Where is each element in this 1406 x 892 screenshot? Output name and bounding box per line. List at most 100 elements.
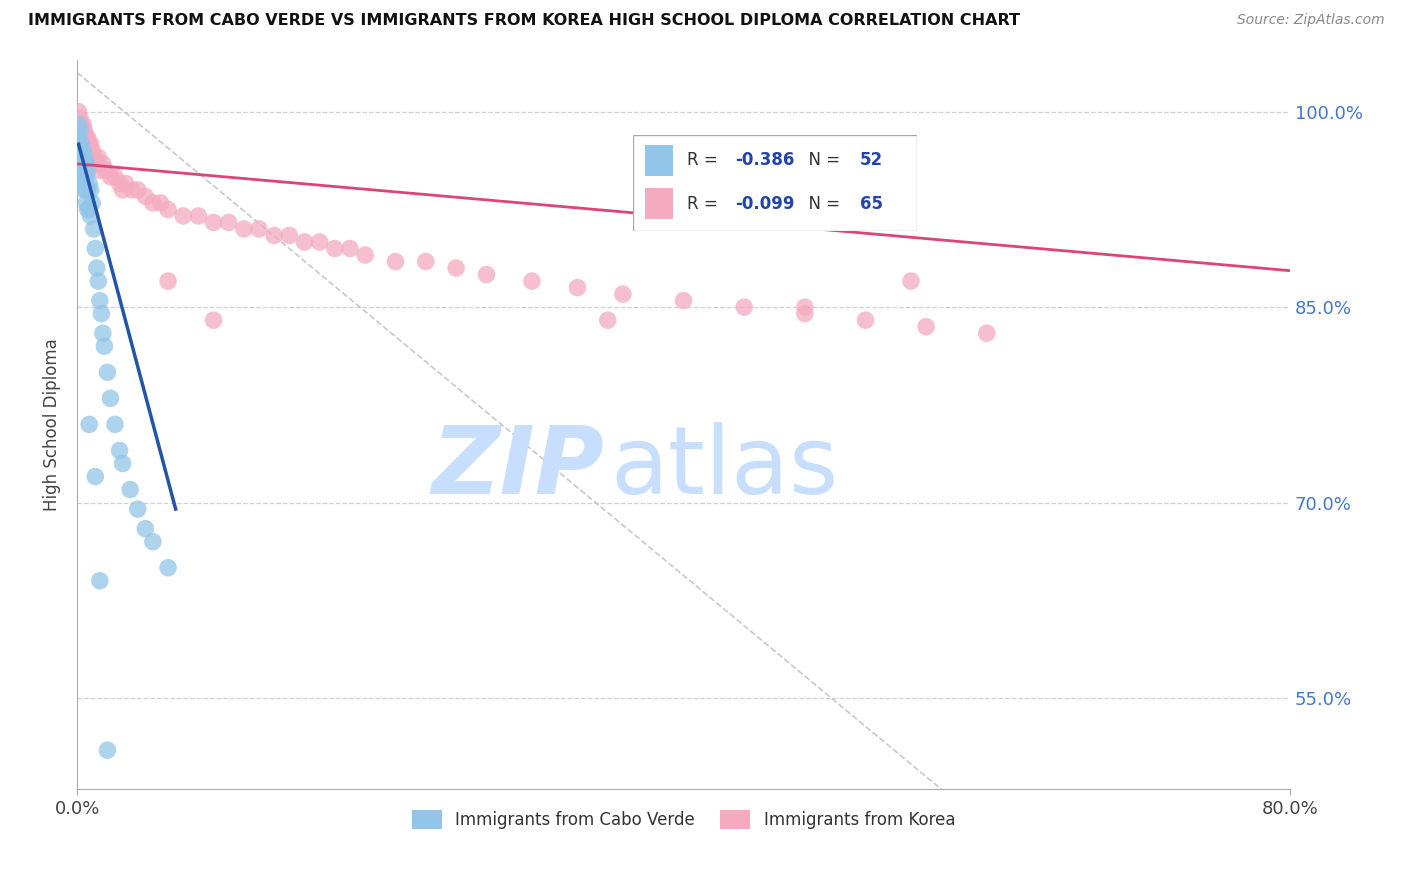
Point <box>520 274 543 288</box>
Point <box>157 274 180 288</box>
Point <box>900 274 922 288</box>
Point <box>77 202 100 217</box>
Point <box>91 157 114 171</box>
Text: ZIP: ZIP <box>432 422 605 514</box>
Text: IMMIGRANTS FROM CABO VERDE VS IMMIGRANTS FROM KOREA HIGH SCHOOL DIPLOMA CORRELAT: IMMIGRANTS FROM CABO VERDE VS IMMIGRANTS… <box>28 13 1021 29</box>
Point <box>70 177 93 191</box>
Point <box>339 242 361 256</box>
Point <box>90 307 112 321</box>
Point <box>354 248 377 262</box>
Point <box>444 261 467 276</box>
Point <box>84 157 107 171</box>
Point <box>70 163 93 178</box>
Point <box>114 177 136 191</box>
Point <box>855 313 877 327</box>
Point <box>149 195 172 210</box>
Point <box>70 137 93 152</box>
Point <box>69 157 91 171</box>
Point <box>83 222 105 236</box>
Point <box>108 443 131 458</box>
Point <box>76 144 98 158</box>
Point <box>72 118 94 132</box>
Text: R =: R = <box>688 152 723 169</box>
Y-axis label: High School Diploma: High School Diploma <box>44 338 60 511</box>
Point <box>567 280 589 294</box>
Point <box>100 392 122 406</box>
Point <box>142 534 165 549</box>
Point <box>612 287 634 301</box>
Legend: Immigrants from Cabo Verde, Immigrants from Korea: Immigrants from Cabo Verde, Immigrants f… <box>405 803 962 836</box>
Point <box>915 319 938 334</box>
Point <box>80 209 103 223</box>
Point <box>384 254 406 268</box>
Point <box>202 313 225 327</box>
Text: N =: N = <box>797 194 845 213</box>
Point <box>142 195 165 210</box>
FancyBboxPatch shape <box>633 135 917 231</box>
Point <box>77 177 100 191</box>
Point <box>67 118 90 132</box>
Point <box>172 209 194 223</box>
Point <box>793 307 815 321</box>
Point <box>104 169 127 184</box>
Point <box>75 144 97 158</box>
Point <box>89 574 111 588</box>
Point <box>82 144 104 158</box>
Point <box>76 163 98 178</box>
Point <box>111 183 134 197</box>
Point <box>202 215 225 229</box>
Point <box>73 169 96 184</box>
Text: Source: ZipAtlas.com: Source: ZipAtlas.com <box>1237 13 1385 28</box>
Point <box>793 300 815 314</box>
Text: atlas: atlas <box>610 422 839 514</box>
Point <box>67 137 90 152</box>
Point <box>72 177 94 191</box>
Point <box>82 195 104 210</box>
Point <box>323 242 346 256</box>
Point <box>76 202 98 217</box>
Point <box>91 326 114 341</box>
Point <box>70 118 93 132</box>
Point <box>77 150 100 164</box>
Point <box>294 235 316 249</box>
Point <box>83 150 105 164</box>
Point <box>69 112 91 126</box>
Point <box>308 235 330 249</box>
Text: -0.099: -0.099 <box>735 194 794 213</box>
Point <box>70 150 93 164</box>
Text: -0.386: -0.386 <box>735 152 794 169</box>
Text: R =: R = <box>688 194 723 213</box>
Point <box>976 326 998 341</box>
Point <box>84 469 107 483</box>
Point <box>93 339 115 353</box>
Point <box>475 268 498 282</box>
Point <box>73 137 96 152</box>
Point <box>134 189 156 203</box>
Point <box>75 157 97 171</box>
Point <box>77 417 100 432</box>
Text: 65: 65 <box>860 194 883 213</box>
Point <box>73 124 96 138</box>
Point <box>247 222 270 236</box>
Point <box>121 183 143 197</box>
Point <box>278 228 301 243</box>
Point <box>100 169 122 184</box>
Point <box>72 144 94 158</box>
Point <box>111 457 134 471</box>
Point <box>96 743 118 757</box>
Point <box>89 163 111 178</box>
Point <box>69 163 91 178</box>
Point <box>108 177 131 191</box>
Point <box>70 124 93 138</box>
Point <box>77 137 100 152</box>
Point <box>218 215 240 229</box>
Point <box>67 130 90 145</box>
Point <box>94 163 117 178</box>
Point <box>69 144 91 158</box>
Point <box>157 202 180 217</box>
Point <box>80 183 103 197</box>
Point <box>672 293 695 308</box>
Point <box>157 560 180 574</box>
Point <box>89 293 111 308</box>
Point <box>69 124 91 138</box>
